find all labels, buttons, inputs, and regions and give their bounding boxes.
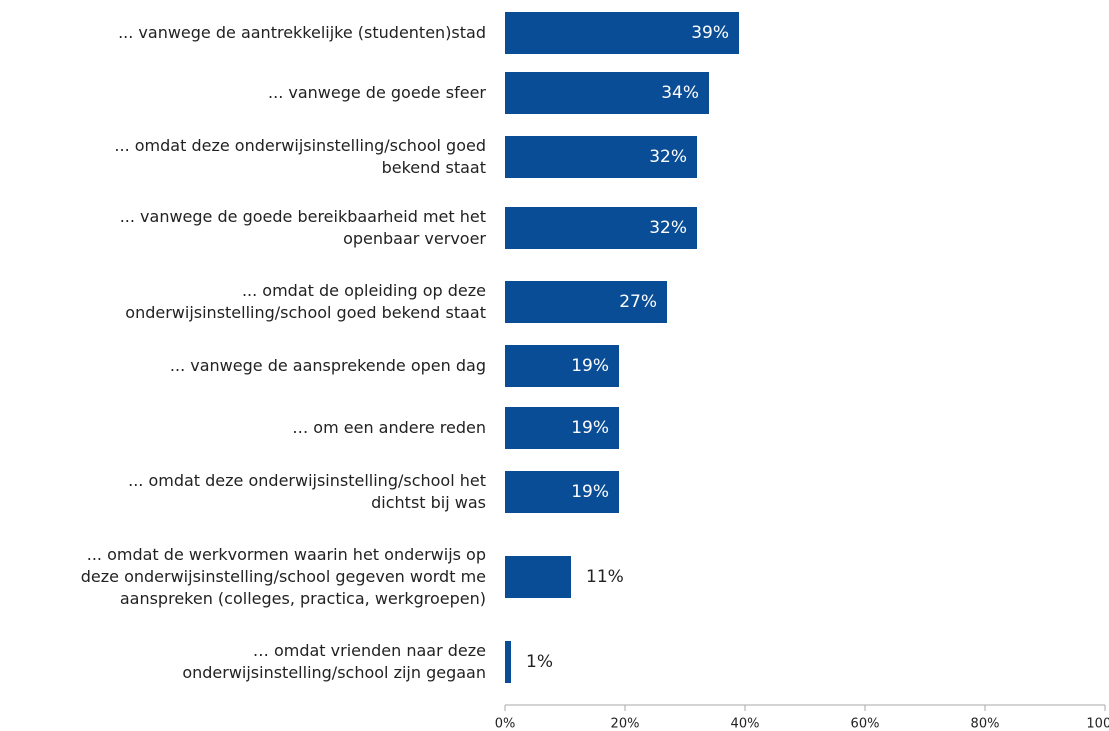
- bar: [505, 72, 709, 114]
- value-label: 19%: [571, 482, 609, 502]
- category-label: ... omdat deze onderwijsinstelling/schoo…: [128, 471, 486, 512]
- category-label: ... omdat de opleiding op deze onderwijs…: [125, 281, 486, 322]
- bar: [505, 471, 619, 513]
- x-tick-label: 60%: [851, 717, 880, 731]
- value-label: 11%: [586, 567, 624, 587]
- value-label: 19%: [571, 418, 609, 438]
- x-tick-label: 80%: [971, 717, 1000, 731]
- bar: [505, 407, 619, 449]
- value-label: 32%: [649, 147, 687, 167]
- bar: [505, 641, 511, 683]
- bar: [505, 12, 739, 54]
- bar: [505, 207, 697, 249]
- value-label: 34%: [661, 83, 699, 103]
- value-label: 32%: [649, 218, 687, 238]
- category-label: … om een andere reden: [292, 418, 486, 437]
- x-tick-label: 40%: [731, 717, 760, 731]
- bar: [505, 136, 697, 178]
- category-label: … omdat vrienden naar deze onderwijsinst…: [182, 641, 486, 682]
- category-label: ... omdat deze onderwijsinstelling/schoo…: [114, 136, 486, 177]
- value-label: 19%: [571, 356, 609, 376]
- value-label: 39%: [691, 23, 729, 43]
- category-label: ... vanwege de goede sfeer: [268, 83, 486, 102]
- value-label: 1%: [526, 652, 553, 672]
- bar: [505, 281, 667, 323]
- category-label: ... vanwege de aansprekende open dag: [169, 356, 486, 375]
- category-label: ... vanwege de aantrekkelijke (studenten…: [118, 23, 486, 42]
- x-tick-label: 20%: [611, 717, 640, 731]
- category-label: ... omdat de werkvormen waarin het onder…: [80, 545, 486, 608]
- value-label: 27%: [619, 292, 657, 312]
- bar: [505, 345, 619, 387]
- bar: [505, 556, 571, 598]
- x-tick-label: 0%: [495, 717, 516, 731]
- x-tick-label: 100%: [1086, 717, 1109, 731]
- category-label: ... vanwege de goede bereikbaarheid met …: [119, 207, 486, 248]
